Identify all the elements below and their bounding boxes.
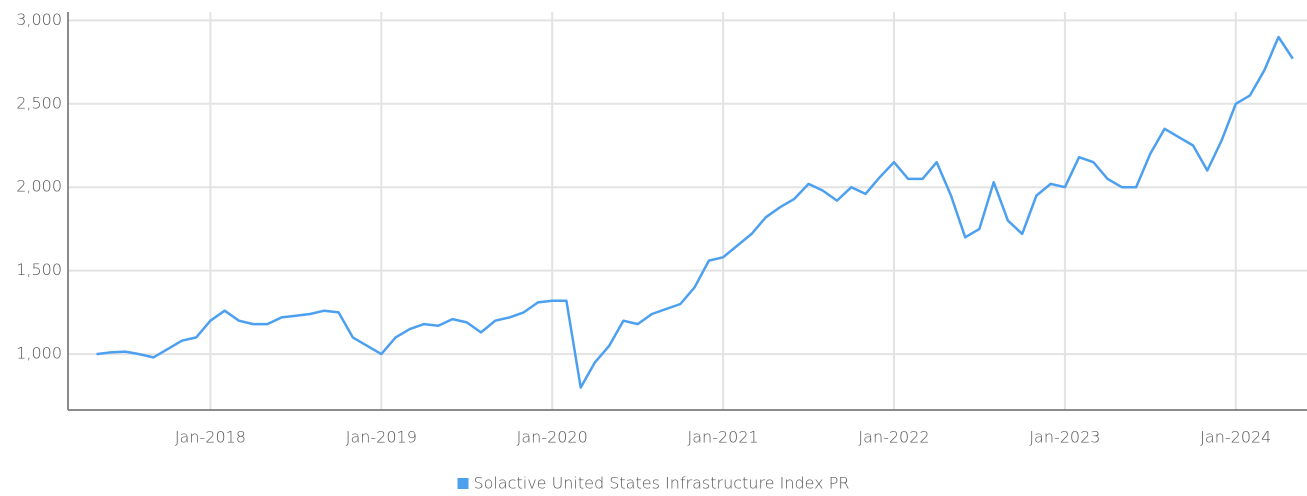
x-tick-label: Jan-2020 (517, 428, 588, 447)
x-tick-label: Jan-2019 (346, 428, 417, 447)
x-tick-label: Jan-2024 (1200, 428, 1271, 447)
y-tick-label: 1,000 (16, 344, 62, 363)
x-tick-label: Jan-2023 (1029, 428, 1100, 447)
y-tick-label: 2,500 (16, 93, 62, 112)
y-tick-label: 2,000 (16, 177, 62, 196)
line-series (96, 35, 1294, 389)
legend-label: Solactive United States Infrastructure I… (473, 474, 849, 493)
x-tick-label: Jan-2018 (175, 428, 246, 447)
x-tick-label: Jan-2022 (858, 428, 929, 447)
y-tick-label: 3,000 (16, 10, 62, 29)
y-tick-label: 1,500 (16, 260, 62, 279)
legend-swatch (457, 478, 469, 489)
x-tick-label: Jan-2021 (688, 428, 759, 447)
